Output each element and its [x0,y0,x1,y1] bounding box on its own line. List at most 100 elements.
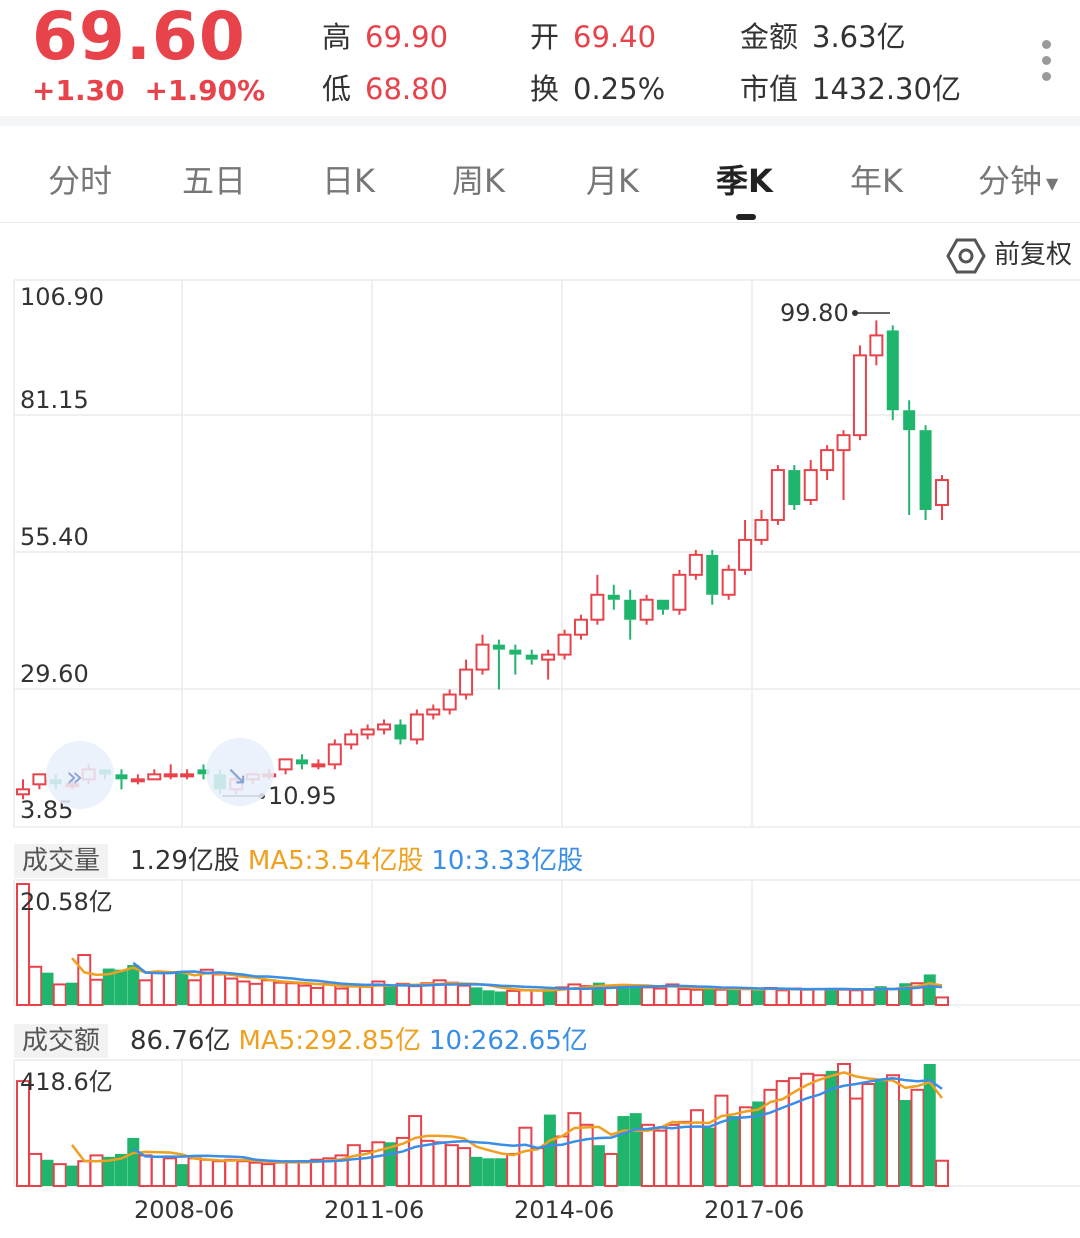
bar [432,1141,447,1187]
bar [102,968,115,1005]
candle [475,634,490,675]
nav-left-icon[interactable]: » [46,741,114,809]
bar [738,988,753,1007]
bar [224,977,239,1007]
bar [617,1116,630,1186]
bar [775,989,790,1007]
bar [629,986,642,1005]
candle [935,475,949,520]
bar [470,987,483,1005]
bar [199,1158,214,1187]
candle [32,773,47,790]
volume-title[interactable]: 成交量 [14,844,109,878]
bar [273,1161,288,1188]
bar [518,989,533,1007]
bar [825,987,838,1005]
stat-open-value: 69.40 [573,20,657,54]
amount-title[interactable]: 成交额 [14,1024,109,1058]
volume-header: 成交量 1.29亿股 MA5:3.54亿股 10:3.33亿股 [14,840,584,878]
bar [617,985,630,1005]
bar [640,986,655,1006]
bar [874,1081,887,1186]
stat-mktcap-value: 1432.30亿 [812,72,961,106]
candle-body [197,769,210,775]
bar [861,1082,876,1187]
candle-body [344,733,359,746]
candle [721,564,736,600]
bar [408,985,423,1006]
stat-turnover-value: 0.25% [573,72,666,106]
nav-jump-icon[interactable]: ↘ [206,738,274,806]
active-tab-indicator [736,214,756,220]
tab-minute[interactable]: 分钟 ▼ [978,156,1058,202]
change-percent: +1.90% [144,74,266,107]
tab-intraday[interactable]: 分时 [48,162,113,200]
candle-body [295,759,308,765]
candle-body [541,653,556,661]
bar [579,1123,594,1188]
bar [494,1158,507,1186]
tab-monthly-k[interactable]: 月K [586,162,639,200]
candle [688,549,703,580]
tab-quarterly-k[interactable]: 季K [716,162,773,200]
price-adjust-toggle[interactable]: 前复权 [946,234,1072,274]
bar [28,1152,43,1188]
candle-body [32,773,47,786]
bar [408,1115,423,1188]
x-tick-label: 2014-06 [514,1196,614,1224]
candle [409,709,424,745]
bar [849,989,864,1007]
candle [147,769,162,781]
chart-labels: 106.90 81.15 55.40 29.60 3.85 99.80 10.9… [20,283,890,1224]
bar [738,1106,753,1187]
candle [180,769,195,780]
candle-body [754,518,769,541]
bar [395,982,410,1006]
volume-ma10: 10:3.33亿股 [431,846,584,876]
bar [470,1156,483,1186]
candle [311,759,326,770]
bar [506,989,521,1007]
candle-body [639,598,654,621]
bar [482,990,495,1005]
bar [16,883,30,1006]
settings-hexagon-icon [946,238,986,273]
bar [334,987,349,1006]
bar [66,1165,79,1186]
candle [573,614,588,640]
bar [518,1126,533,1187]
bar [579,985,594,1006]
candle-body [590,593,605,621]
stat-high-label: 高 [322,20,352,54]
ma5-line [71,1071,943,1164]
bar [800,988,815,1007]
bar [41,1159,54,1186]
stat-turnover: 换 0.25% [530,66,665,108]
stat-high: 高 69.90 [322,14,448,56]
tab-five-day[interactable]: 五日 [182,162,247,200]
bar [187,979,202,1007]
stat-amount-value: 3.63亿 [812,20,906,54]
stat-low-value: 68.80 [365,72,449,106]
bar [285,1160,300,1187]
bar [592,1145,605,1186]
bar [910,1088,925,1187]
volume-max-label: 20.58亿 [20,888,113,916]
bar [604,1152,619,1188]
tab-yearly-k[interactable]: 年K [850,162,903,200]
bar [457,984,472,1006]
bar [836,988,851,1007]
candle [344,729,359,750]
tab-daily-k[interactable]: 日K [322,162,375,200]
candle [886,325,899,421]
bar [89,1154,104,1187]
bar [138,1154,153,1187]
candle-body [706,554,719,595]
bar [310,986,325,1006]
bar [629,1113,642,1186]
more-vertical-icon[interactable] [1034,40,1058,88]
candle [607,584,620,610]
tab-weekly-k[interactable]: 周K [452,162,505,200]
candle-body [869,334,884,357]
